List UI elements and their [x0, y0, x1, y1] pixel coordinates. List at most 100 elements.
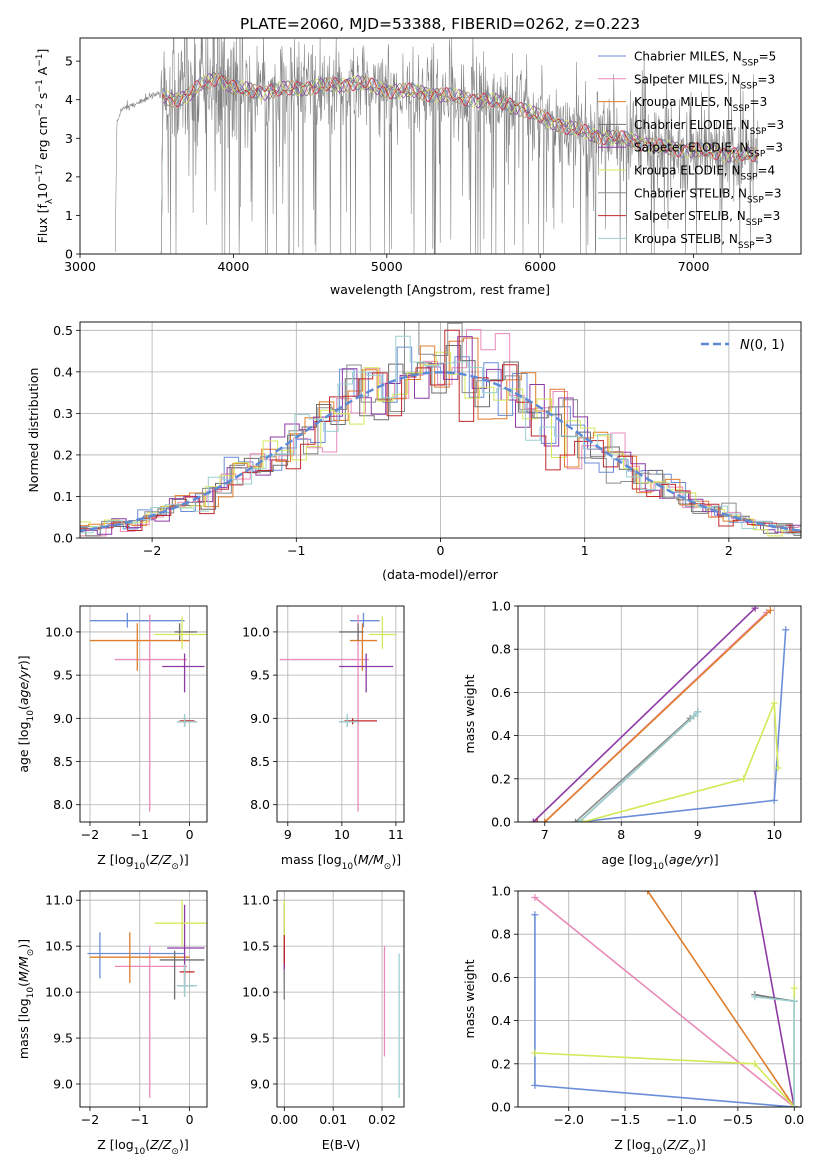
point-salpeter-elodie [167, 904, 205, 979]
point-chabrier-elodie [159, 950, 205, 1000]
panel-weight-vs-Z: −2.0 −1.5 −1.0 −0.5 0.0 0.0 0.2 0.4 0.6 0.8 1.0 mas… [462, 884, 804, 1158]
hist-chabrier-miles [80, 346, 801, 532]
y-tick-label: 0.4 [491, 1013, 511, 1028]
marker [571, 818, 579, 822]
x-tick-label: 3000 [64, 259, 96, 274]
y-tick-label: 0.6 [491, 970, 511, 985]
series-line [647, 891, 795, 1107]
marker [531, 893, 539, 901]
y-tick-label: 0.2 [491, 1056, 511, 1071]
axes-frame [79, 605, 208, 823]
y-tick-label: 10.0 [45, 985, 73, 1000]
y-tick-label: 8.5 [53, 754, 73, 769]
axes: −2 −1 0 8.0 8.5 9.0 9.5 10.0 [45, 605, 208, 842]
hist-salpeter-miles [80, 329, 801, 537]
series-salpeter-elodie [529, 606, 759, 822]
x-axis-label: (data-model)/error [382, 567, 499, 582]
legend-entry-kroupa-stelib: Kroupa STELIB, NSSP=3 [634, 232, 772, 251]
series-salpeter-miles [531, 893, 798, 1107]
point-kroupa-stelib [177, 964, 198, 997]
y-tick-label: 9.5 [250, 668, 270, 683]
point-kroupa-elodie [368, 616, 396, 650]
data-spectrum [115, 38, 758, 254]
marker [766, 606, 774, 614]
series-line [534, 896, 795, 1107]
y-tick-label: 3 [65, 131, 73, 146]
point-salpeter-miles [114, 614, 188, 812]
panel-age-vs-mass: 9 10 11 8.0 8.5 9.0 9.5 10.0 mass [log10(M/M⊙)] [242, 605, 405, 872]
plot-area [531, 891, 798, 1107]
plot-area [89, 612, 207, 812]
grid-lines [80, 606, 207, 822]
marker [770, 699, 778, 707]
y-tick-label: 9.5 [53, 1031, 73, 1046]
x-tick-label: −1 [287, 543, 305, 558]
x-tick-label: 0.0 [784, 1112, 804, 1127]
y-axis-label: mass weight [462, 959, 477, 1038]
series-line [532, 607, 756, 822]
x-tick-label: 8 [617, 827, 625, 842]
panel-weight-vs-age: 7 8 9 10 0.0 0.2 0.4 0.6 0.8 1.0 mass weight age [l… [462, 599, 802, 872]
axes: −2 −1 0 9.0 9.5 10.0 10.5 11.0 [45, 890, 208, 1127]
y-tick-label: 11.0 [242, 893, 270, 908]
model-kroupa-stelib [160, 70, 759, 254]
x-tick-label: 0.02 [368, 1112, 396, 1127]
x-tick-label: −1 [131, 1112, 149, 1127]
x-tick-label: 9 [284, 827, 292, 842]
x-tick-label: 11 [388, 827, 404, 842]
y-tick-label: 10.0 [242, 624, 270, 639]
point-salpeter-miles [279, 614, 369, 812]
hist-chabrier-stelib [80, 322, 801, 536]
residual-legend: N(0, 1) [701, 338, 785, 353]
x-tick-label: 5000 [371, 259, 403, 274]
x-axis-label: Z [log10(Z/Z⊙)] [97, 1137, 188, 1157]
legend-entry-salpeter-elodie: Salpeter ELODIE, NSSP=3 [634, 141, 783, 160]
x-tick-label: −1.5 [610, 1112, 640, 1127]
point-kroupa-stelib [177, 714, 198, 727]
y-tick-label: 2 [65, 169, 73, 184]
axes-frame [517, 605, 802, 823]
y-tick-label: 4 [65, 92, 73, 107]
series-line [534, 914, 795, 1107]
point-kroupa-elodie [154, 616, 207, 650]
y-tick-label: 11.0 [45, 893, 73, 908]
x-axis-label: mass [log10(M/M⊙)] [281, 852, 401, 872]
x-tick-label: −0.5 [723, 1112, 753, 1127]
marker [575, 818, 583, 822]
plot-area [87, 900, 207, 1098]
marker [579, 818, 587, 822]
panel-spectrum: 3000 4000 5000 6000 7000 0 1 2 3 4 5 Chabrier MILES… [35, 37, 802, 297]
point-chabrier-miles [349, 612, 380, 628]
panel-age-vs-Z: −2 −1 0 8.0 8.5 9.0 9.5 10.0 Z [log10(Z/Z⊙)] age … [16, 605, 208, 872]
y-axis-label: age [log10(age/yr)] [16, 655, 36, 772]
marker [529, 818, 537, 822]
y-tick-label: 0.0 [53, 531, 73, 546]
marker [694, 708, 702, 716]
y-tick-label: 9.5 [250, 1031, 270, 1046]
series-chabrier-miles [531, 911, 798, 1107]
point-kroupa-miles [349, 623, 377, 671]
axes-frame [79, 321, 802, 539]
grid-lines [80, 891, 207, 1107]
axes-frame [79, 890, 208, 1108]
y-tick-label: 10.0 [45, 624, 73, 639]
x-tick-label: 0 [437, 543, 445, 558]
y-tick-label: 0.4 [53, 364, 73, 379]
y-tick-label: 9.5 [53, 668, 73, 683]
legend-entry-kroupa-elodie: Kroupa ELODIE, NSSP=4 [634, 164, 775, 183]
marker [531, 1081, 539, 1089]
x-tick-label: 7 [541, 827, 549, 842]
legend-entry-chabrier-stelib: Chabrier STELIB, NSSP=3 [634, 186, 782, 205]
marker [751, 606, 759, 612]
y-axis-label: Normed distribution [26, 368, 41, 493]
axes: 7 8 9 10 0.0 0.2 0.4 0.6 0.8 1.0 [491, 599, 802, 842]
point-kroupa-miles [89, 932, 190, 983]
marker [751, 891, 759, 895]
plot-area [283, 900, 400, 1098]
x-tick-label: −2 [143, 543, 161, 558]
point-chabrier-miles [89, 612, 185, 628]
legend-entry-salpeter-stelib: Salpeter STELIB, NSSP=3 [634, 209, 780, 228]
point-chabrier-miles [87, 932, 185, 979]
marker [774, 764, 782, 772]
y-tick-label: 0.2 [53, 447, 73, 462]
